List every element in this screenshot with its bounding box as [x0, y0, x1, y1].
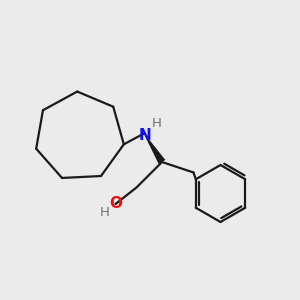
Text: H: H — [152, 117, 161, 130]
Text: H: H — [100, 206, 110, 220]
Text: O: O — [109, 196, 122, 211]
Text: N: N — [139, 128, 152, 142]
Polygon shape — [144, 133, 165, 164]
